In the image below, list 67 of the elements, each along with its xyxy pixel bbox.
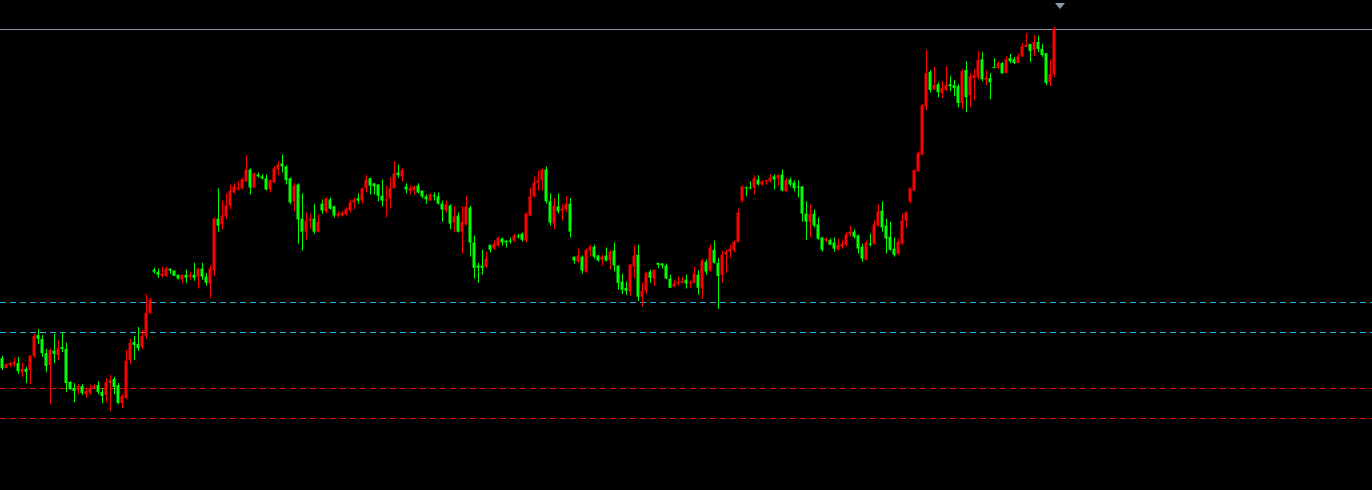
candlestick bbox=[140, 329, 144, 350]
candlestick bbox=[724, 249, 728, 274]
candlestick bbox=[1048, 58, 1052, 87]
candlestick bbox=[584, 248, 588, 274]
candlestick bbox=[976, 50, 980, 80]
candlestick bbox=[612, 241, 616, 273]
candlestick bbox=[292, 182, 296, 212]
candlestick bbox=[708, 244, 712, 273]
candlestick bbox=[216, 187, 220, 233]
candlestick bbox=[532, 175, 536, 199]
candlestick bbox=[48, 348, 52, 405]
candlestick bbox=[712, 240, 716, 265]
candlestick bbox=[52, 333, 56, 364]
candlestick bbox=[644, 271, 648, 295]
candlestick bbox=[448, 203, 452, 230]
candlestick bbox=[608, 249, 612, 271]
candlestick bbox=[856, 233, 860, 255]
candlestick bbox=[60, 332, 64, 353]
candlestick bbox=[980, 51, 984, 82]
candlestick bbox=[892, 236, 896, 258]
candlestick bbox=[928, 69, 932, 93]
candlestick bbox=[540, 167, 544, 192]
candlestick bbox=[44, 348, 48, 373]
candlestick bbox=[988, 72, 992, 100]
candlestick bbox=[128, 338, 132, 365]
candlestick bbox=[388, 177, 392, 210]
candlestick bbox=[228, 183, 232, 210]
candlestick bbox=[304, 212, 308, 241]
candlestick bbox=[696, 270, 700, 296]
candlestick bbox=[116, 382, 120, 405]
candlestick bbox=[552, 197, 556, 230]
candlestick bbox=[108, 374, 112, 412]
candlestick bbox=[196, 267, 200, 290]
candlestick bbox=[40, 334, 44, 358]
candlestick bbox=[968, 72, 972, 108]
candlestick bbox=[808, 203, 812, 238]
candlestick bbox=[580, 255, 584, 275]
candlestick bbox=[56, 339, 60, 361]
candlestick bbox=[132, 335, 136, 361]
candlestick bbox=[616, 265, 620, 291]
candlestick bbox=[300, 192, 304, 252]
candlestick bbox=[560, 203, 564, 222]
candlestick bbox=[548, 192, 552, 227]
candlestick bbox=[716, 257, 720, 310]
candlestick bbox=[640, 282, 644, 308]
candlestick bbox=[932, 66, 936, 91]
candlestick bbox=[224, 192, 228, 220]
candlestick bbox=[536, 169, 540, 192]
candlestick bbox=[804, 200, 808, 241]
candlestick bbox=[888, 221, 892, 252]
candlestick bbox=[868, 233, 872, 248]
candlestick bbox=[556, 192, 560, 215]
candlestick bbox=[864, 240, 868, 261]
candlestick bbox=[992, 57, 996, 69]
candlestick bbox=[248, 167, 252, 195]
candlestick bbox=[720, 250, 724, 284]
candlestick bbox=[32, 333, 36, 359]
candlestick bbox=[744, 185, 748, 197]
candlestick bbox=[136, 326, 140, 352]
candlestick bbox=[1032, 34, 1036, 57]
candlestick bbox=[452, 205, 456, 233]
candlestick bbox=[508, 236, 512, 245]
candlestick bbox=[944, 65, 948, 92]
candlestick bbox=[392, 160, 396, 189]
candlestick bbox=[144, 293, 148, 340]
candlestick bbox=[956, 83, 960, 108]
candlestick bbox=[384, 185, 388, 219]
